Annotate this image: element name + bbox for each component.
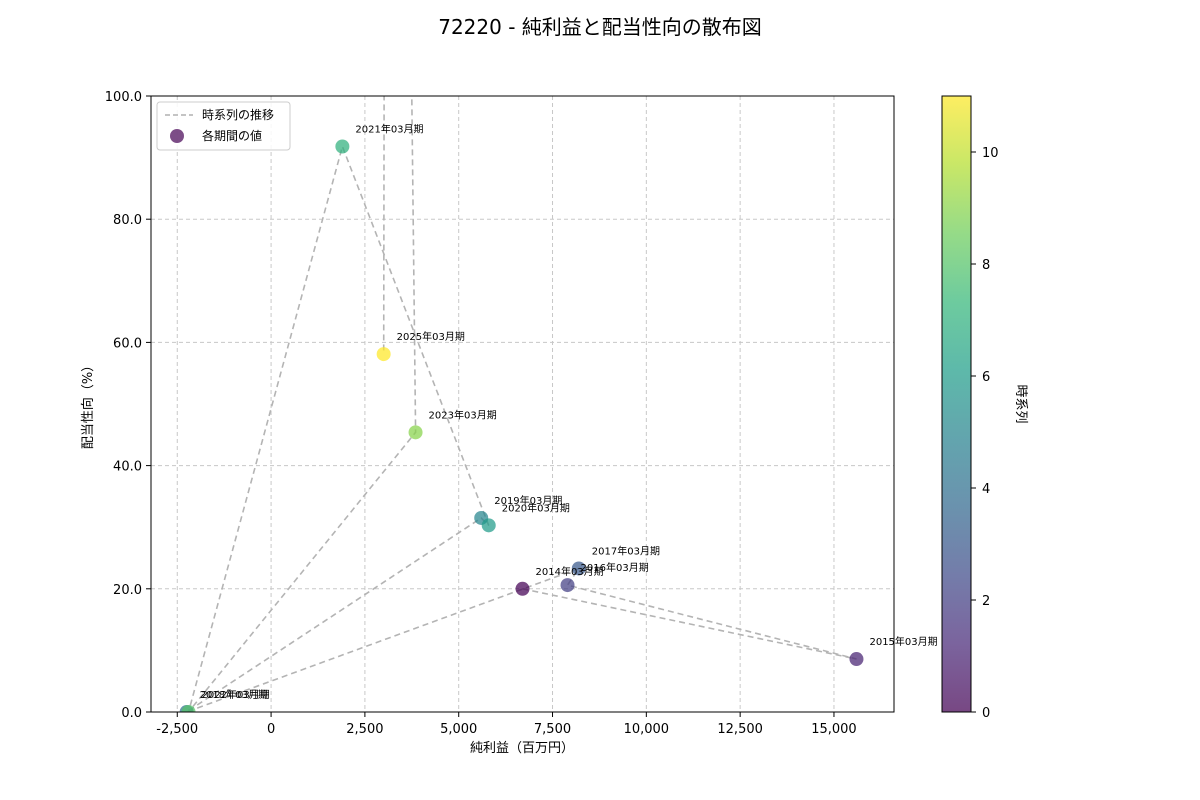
colorbar-label: 時系列 [1013,384,1028,423]
point-label: 2016年03月期 [581,561,649,574]
colorbar-tick-label: 4 [982,482,990,497]
x-tick-label: 15,000 [811,722,857,737]
data-point [181,705,196,712]
legend-marker-swatch [170,129,184,143]
y-axis-label: 配当性向（%） [80,359,96,449]
data-point [376,347,391,362]
point-label: 2018年03月期 [200,688,268,701]
colorbar-tick-label: 2 [982,594,990,609]
data-point [571,561,586,576]
x-tick-label: 5,000 [440,722,477,737]
point-label: 2022年03月期 [202,688,270,701]
point-label: 2025年03月期 [397,330,465,343]
point-label: 2020年03月期 [502,501,570,514]
y-tick-label: 60.0 [113,336,142,351]
y-tick-label: 40.0 [113,460,142,475]
y-axis-ticks: 0.0 20.0 40.0 60.0 80.0 100.0 [105,90,151,721]
colorbar-tick-label: 8 [982,258,990,273]
colorbar-ticks: 0 2 4 6 8 10 [971,146,999,721]
data-point [515,581,530,596]
point-label: 2019年03月期 [494,494,562,507]
x-tick-label: 2,500 [346,722,383,737]
x-tick-label: 12,500 [717,722,763,737]
point-labels: 2014年03月期 2015年03月期 2016年03月期 2017年03月期 2018… [200,123,938,701]
legend: 時系列の推移 各期間の値 [156,101,291,151]
y-tick-label: 20.0 [113,583,142,598]
colorbar-tick-label: 0 [982,706,990,721]
x-tick-label: -2,500 [156,722,198,737]
colorbar-tick-label: 10 [982,146,999,161]
data-point [408,425,423,440]
point-label: 2021年03月期 [355,123,423,136]
data-point [849,652,864,667]
data-point [481,518,496,533]
colorbar-tick-label: 6 [982,370,990,385]
y-tick-label: 100.0 [105,90,142,105]
legend-box [156,101,291,151]
data-points [179,139,864,712]
x-axis-label: 純利益（百万円） [470,741,574,756]
colorbar-gradient [942,96,971,712]
data-point [560,578,575,593]
point-label: 2017年03月期 [592,544,660,557]
point-label: 2023年03月期 [429,408,497,421]
legend-line-label: 時系列の推移 [202,108,274,122]
grid-lines [151,95,894,713]
point-label: 2015年03月期 [869,635,937,648]
data-point [335,139,350,154]
colorbar-frame [941,95,972,713]
plot-frame [150,95,895,713]
y-tick-label: 0.0 [121,706,142,721]
colorbar: 0 2 4 6 8 10 時系列 [941,95,1028,721]
x-tick-label: 0 [267,722,275,737]
chart-title: 72220 - 純利益と配当性向の散布図 [438,15,762,39]
point-label: 2014年03月期 [536,565,604,578]
legend-marker-label: 各期間の値 [202,128,262,143]
x-tick-label: 10,000 [624,722,670,737]
x-axis-ticks: -2,500 0 2,500 5,000 7,500 10,000 12,500 15,000 [156,712,857,737]
y-tick-label: 80.0 [113,213,142,228]
x-tick-label: 7,500 [534,722,571,737]
